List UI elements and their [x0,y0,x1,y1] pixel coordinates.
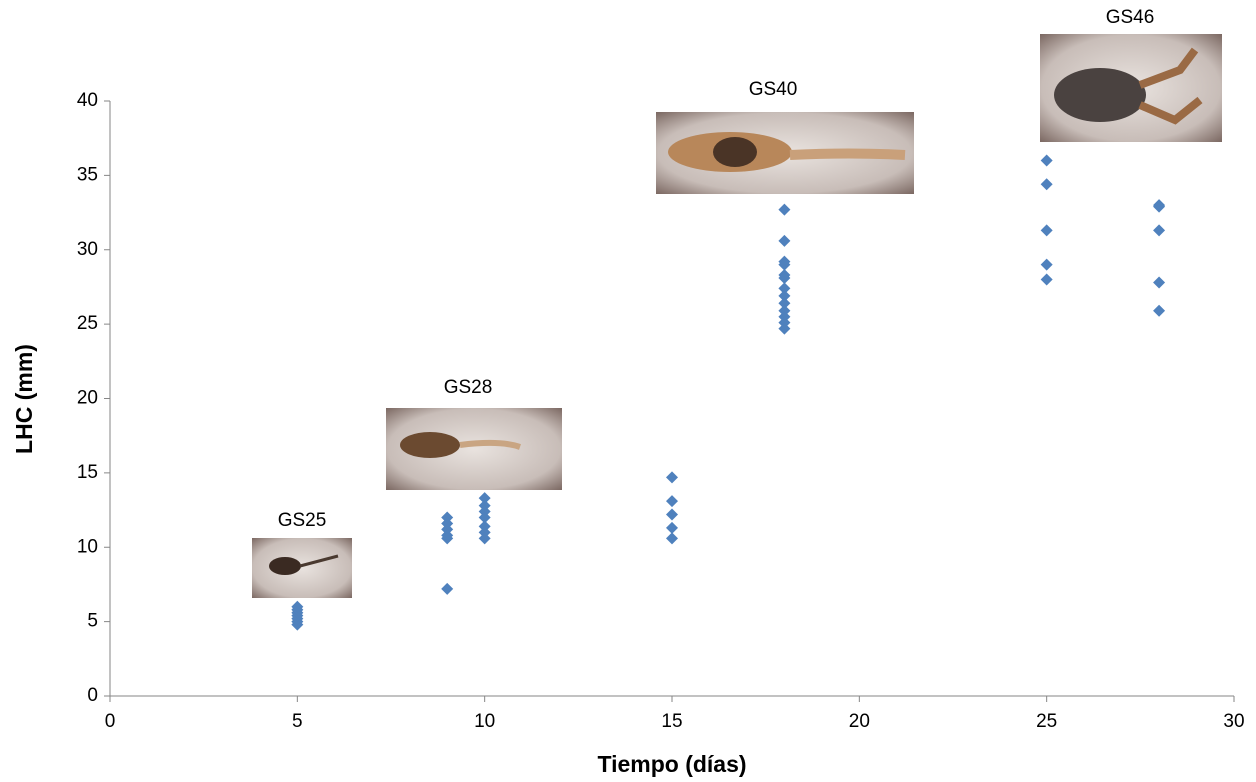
point [666,471,678,484]
point [1040,154,1053,167]
x-axis-title: Tiempo (días) [597,751,746,777]
point [778,258,791,271]
point [478,511,491,524]
y-tick-label: 35 [77,164,98,185]
stage-label: GS25 [278,510,327,531]
legs [1138,47,1203,125]
x-tick-label: 0 [105,711,116,732]
stage-label: GS46 [1106,7,1155,28]
point [778,234,791,247]
body [713,137,757,167]
y-axis-title: LHC (mm) [11,344,37,454]
x-tick-label: 15 [661,711,682,732]
point [666,532,678,545]
point [1040,273,1053,286]
y-tick-label: 5 [87,611,98,632]
point [778,289,791,302]
point [778,322,791,335]
x-tick-label: 5 [292,711,303,732]
x-tick-label: 25 [1036,711,1057,732]
tail [789,148,906,160]
stage-label: GS28 [444,377,493,398]
y-tick-label: 15 [77,462,98,483]
tail [299,554,339,568]
point [478,532,491,545]
x-tick-label: 30 [1223,711,1244,732]
tadpole [400,432,460,458]
point [1153,276,1166,289]
frog [1054,68,1146,122]
y-tick-label: 40 [77,90,98,111]
point [1040,224,1053,237]
y-tick-label: 25 [77,313,98,334]
point [1040,178,1053,191]
y-tick-label: 0 [87,685,98,706]
tail [459,439,521,450]
point [666,508,678,521]
x-tick-label: 20 [849,711,870,732]
point [478,492,491,505]
photo-gs25 [252,538,352,598]
point [1153,304,1166,317]
point [778,272,791,285]
y-tick-label: 20 [77,388,98,409]
point [778,297,791,310]
point [1153,200,1166,213]
point [778,203,791,216]
point [666,495,678,508]
point [778,282,791,295]
y-tick-label: 10 [77,536,98,557]
point [1040,258,1053,271]
point [441,582,454,595]
point [666,521,678,534]
point [441,532,454,545]
tadpole [269,557,301,575]
stage-label: GS40 [749,79,798,100]
point [291,600,304,613]
photos [252,34,1222,598]
x-tick-label: 10 [474,711,495,732]
point [1153,224,1166,237]
y-tick-label: 30 [77,239,98,260]
